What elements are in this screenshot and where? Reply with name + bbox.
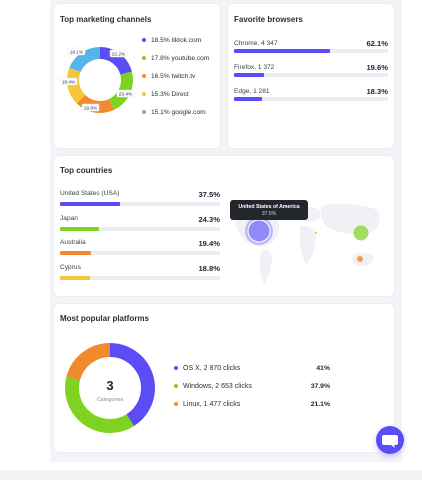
legend-dot-icon [174,384,178,389]
marketing-legend-item: 16.5% twitch.tv [142,73,195,80]
platform-legend-item: Linux, 1 477 clicks [174,401,240,408]
country-pct-japan: 24.3% [198,215,220,224]
legend-label: 15.3% Direct [151,91,189,98]
platforms-donut-chart: 3 Categories [65,343,155,433]
legend-dot-icon [142,56,146,61]
country-label-usa: United States (USA) [60,190,120,197]
country-pct-cyprus: 18.8% [198,264,220,273]
page-footer-strip [0,470,422,480]
marketing-channels-card: Top marketing channels 18.1% 22.2% 23.4%… [54,4,220,148]
legend-dot-icon [142,110,146,115]
donut-label-3: 23.4% [119,91,133,97]
platform-legend-item: Windows, 2 653 clicks [174,383,252,390]
map-tooltip: United States of America 37.5% [230,200,308,220]
map-bubble-australia[interactable] [357,256,363,262]
browser-bar-fill [234,49,330,53]
country-bar-cyprus [60,276,220,280]
marketing-legend-item: 15.1% google.com [142,109,206,116]
legend-dot-icon [142,74,146,79]
platform-pct-linux: 21.1% [310,401,330,408]
top-countries-card: Top countries United States (USA) 37.5% … [54,156,394,296]
platform-label: OS X, 2 870 clicks [183,365,241,372]
map-bubble-usa-core[interactable] [247,219,271,243]
browser-label-chrome: Chrome, 4 347 [234,40,278,47]
donut-label-2: 22.2% [112,51,126,57]
browser-label-firefox: Firefox, 1 372 [234,64,275,71]
platforms-center-label: Categories [97,397,124,403]
marketing-legend-item: 15.3% Direct [142,91,189,98]
platform-label: Linux, 1 477 clicks [183,401,241,408]
map-bubble-japan[interactable] [353,225,369,241]
platform-label: Windows, 2 653 clicks [183,383,252,390]
favorite-browsers-card: Favorite browsers Chrome, 4 347 62.1% Fi… [228,4,394,148]
platform-legend-item: OS X, 2 870 clicks [174,365,240,372]
browser-bar-fill [234,97,263,101]
browser-bar-edge [234,97,388,101]
chat-button[interactable] [376,426,404,454]
browser-bar-chrome [234,49,388,53]
browser-pct-edge: 18.3% [366,87,388,96]
country-label-australia: Australia [60,239,86,246]
country-pct-australia: 19.4% [198,239,220,248]
country-label-cyprus: Cyprus [60,264,81,271]
legend-dot-icon [174,366,178,371]
country-bar-australia [60,251,220,255]
top-countries-title: Top countries [60,166,113,175]
legend-label: 16.5% twitch.tv [151,73,196,80]
donut-label-1: 18.1% [70,49,84,55]
marketing-donut-chart: 18.1% 22.2% 23.4% 19.8% 18.4% [60,47,135,113]
marketing-legend-item: 18.5% tiktok.com [142,37,201,44]
browser-pct-chrome: 62.1% [366,39,388,48]
donut-label-4: 19.8% [84,105,98,111]
marketing-channels-title: Top marketing channels [60,15,152,24]
legend-label: 18.5% tiktok.com [151,37,202,44]
country-bar-fill [60,202,120,206]
country-label-japan: Japan [60,215,78,222]
favorite-browsers-title: Favorite browsers [234,15,303,24]
donut-label-5: 18.4% [62,79,76,85]
legend-dot-icon [142,38,146,43]
platforms-center-value: 3 [106,378,113,393]
country-bar-fill [60,251,92,255]
legend-dot-icon [174,402,178,407]
browser-bar-firefox [234,73,388,77]
popular-platforms-card: Most popular platforms 3 Categories OS X… [54,304,394,452]
country-bar-japan [60,227,220,231]
legend-dot-icon [142,92,146,97]
chat-bubble-icon [382,435,398,448]
country-pct-usa: 37.5% [198,190,220,199]
map-tooltip-title: United States of America [238,204,300,210]
map-tooltip-value: 37.5% [261,211,277,217]
browser-label-edge: Edge, 1 281 [234,88,270,95]
platform-pct-osx: 41% [316,365,330,372]
browser-bar-fill [234,73,265,77]
country-bar-fill [60,227,99,231]
platform-pct-windows: 37.9% [310,383,330,390]
country-bar-usa [60,202,220,206]
browser-pct-firefox: 19.6% [366,63,388,72]
map-bubble-cyprus[interactable] [314,231,318,235]
country-bar-fill [60,276,91,280]
popular-platforms-title: Most popular platforms [60,314,149,323]
legend-label: 17.8% youtube.com [151,55,210,62]
legend-label: 15.1% google.com [151,109,206,116]
marketing-legend-item: 17.8% youtube.com [142,55,209,62]
